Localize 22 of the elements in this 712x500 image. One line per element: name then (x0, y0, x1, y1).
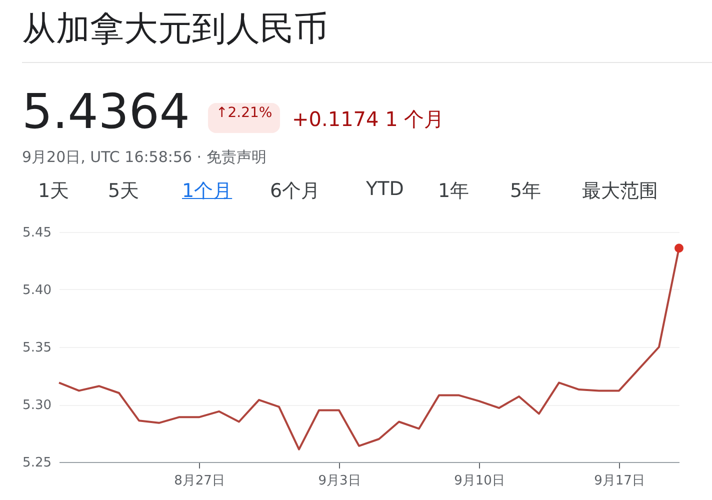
x-tick-label: 9月10日 (454, 474, 505, 488)
y-tick-label: 5.30 (22, 398, 52, 413)
x-tick-label: 9月3日 (318, 474, 361, 488)
text: 9月20日, UTC 16:58:56 · 免责声明 (22, 148, 266, 167)
text: 5天 (108, 179, 140, 204)
x-tick-label: 9月17日 (594, 474, 645, 488)
text: YTD (366, 178, 404, 200)
y-tick-label: 5.45 (22, 226, 52, 240)
chart-title: 从加拿大元到人民币 (22, 8, 328, 51)
text: 1年 (438, 179, 470, 204)
x-tick-label: 8月27日 (174, 474, 225, 488)
y-tick-label: 5.40 (22, 283, 52, 298)
text: 5.4364 (22, 84, 190, 140)
text: 最大范围 (582, 179, 658, 204)
text: 6个月 (270, 179, 320, 204)
text: +0.1174 1 个月 (292, 106, 444, 133)
text: ↑2.21% (208, 103, 280, 133)
text: 1天 (38, 179, 70, 204)
y-tick-label: 5.25 (22, 456, 52, 470)
y-tick-label: 5.35 (22, 340, 52, 356)
text: 1个月 (182, 179, 232, 204)
text: 5年 (510, 179, 542, 204)
